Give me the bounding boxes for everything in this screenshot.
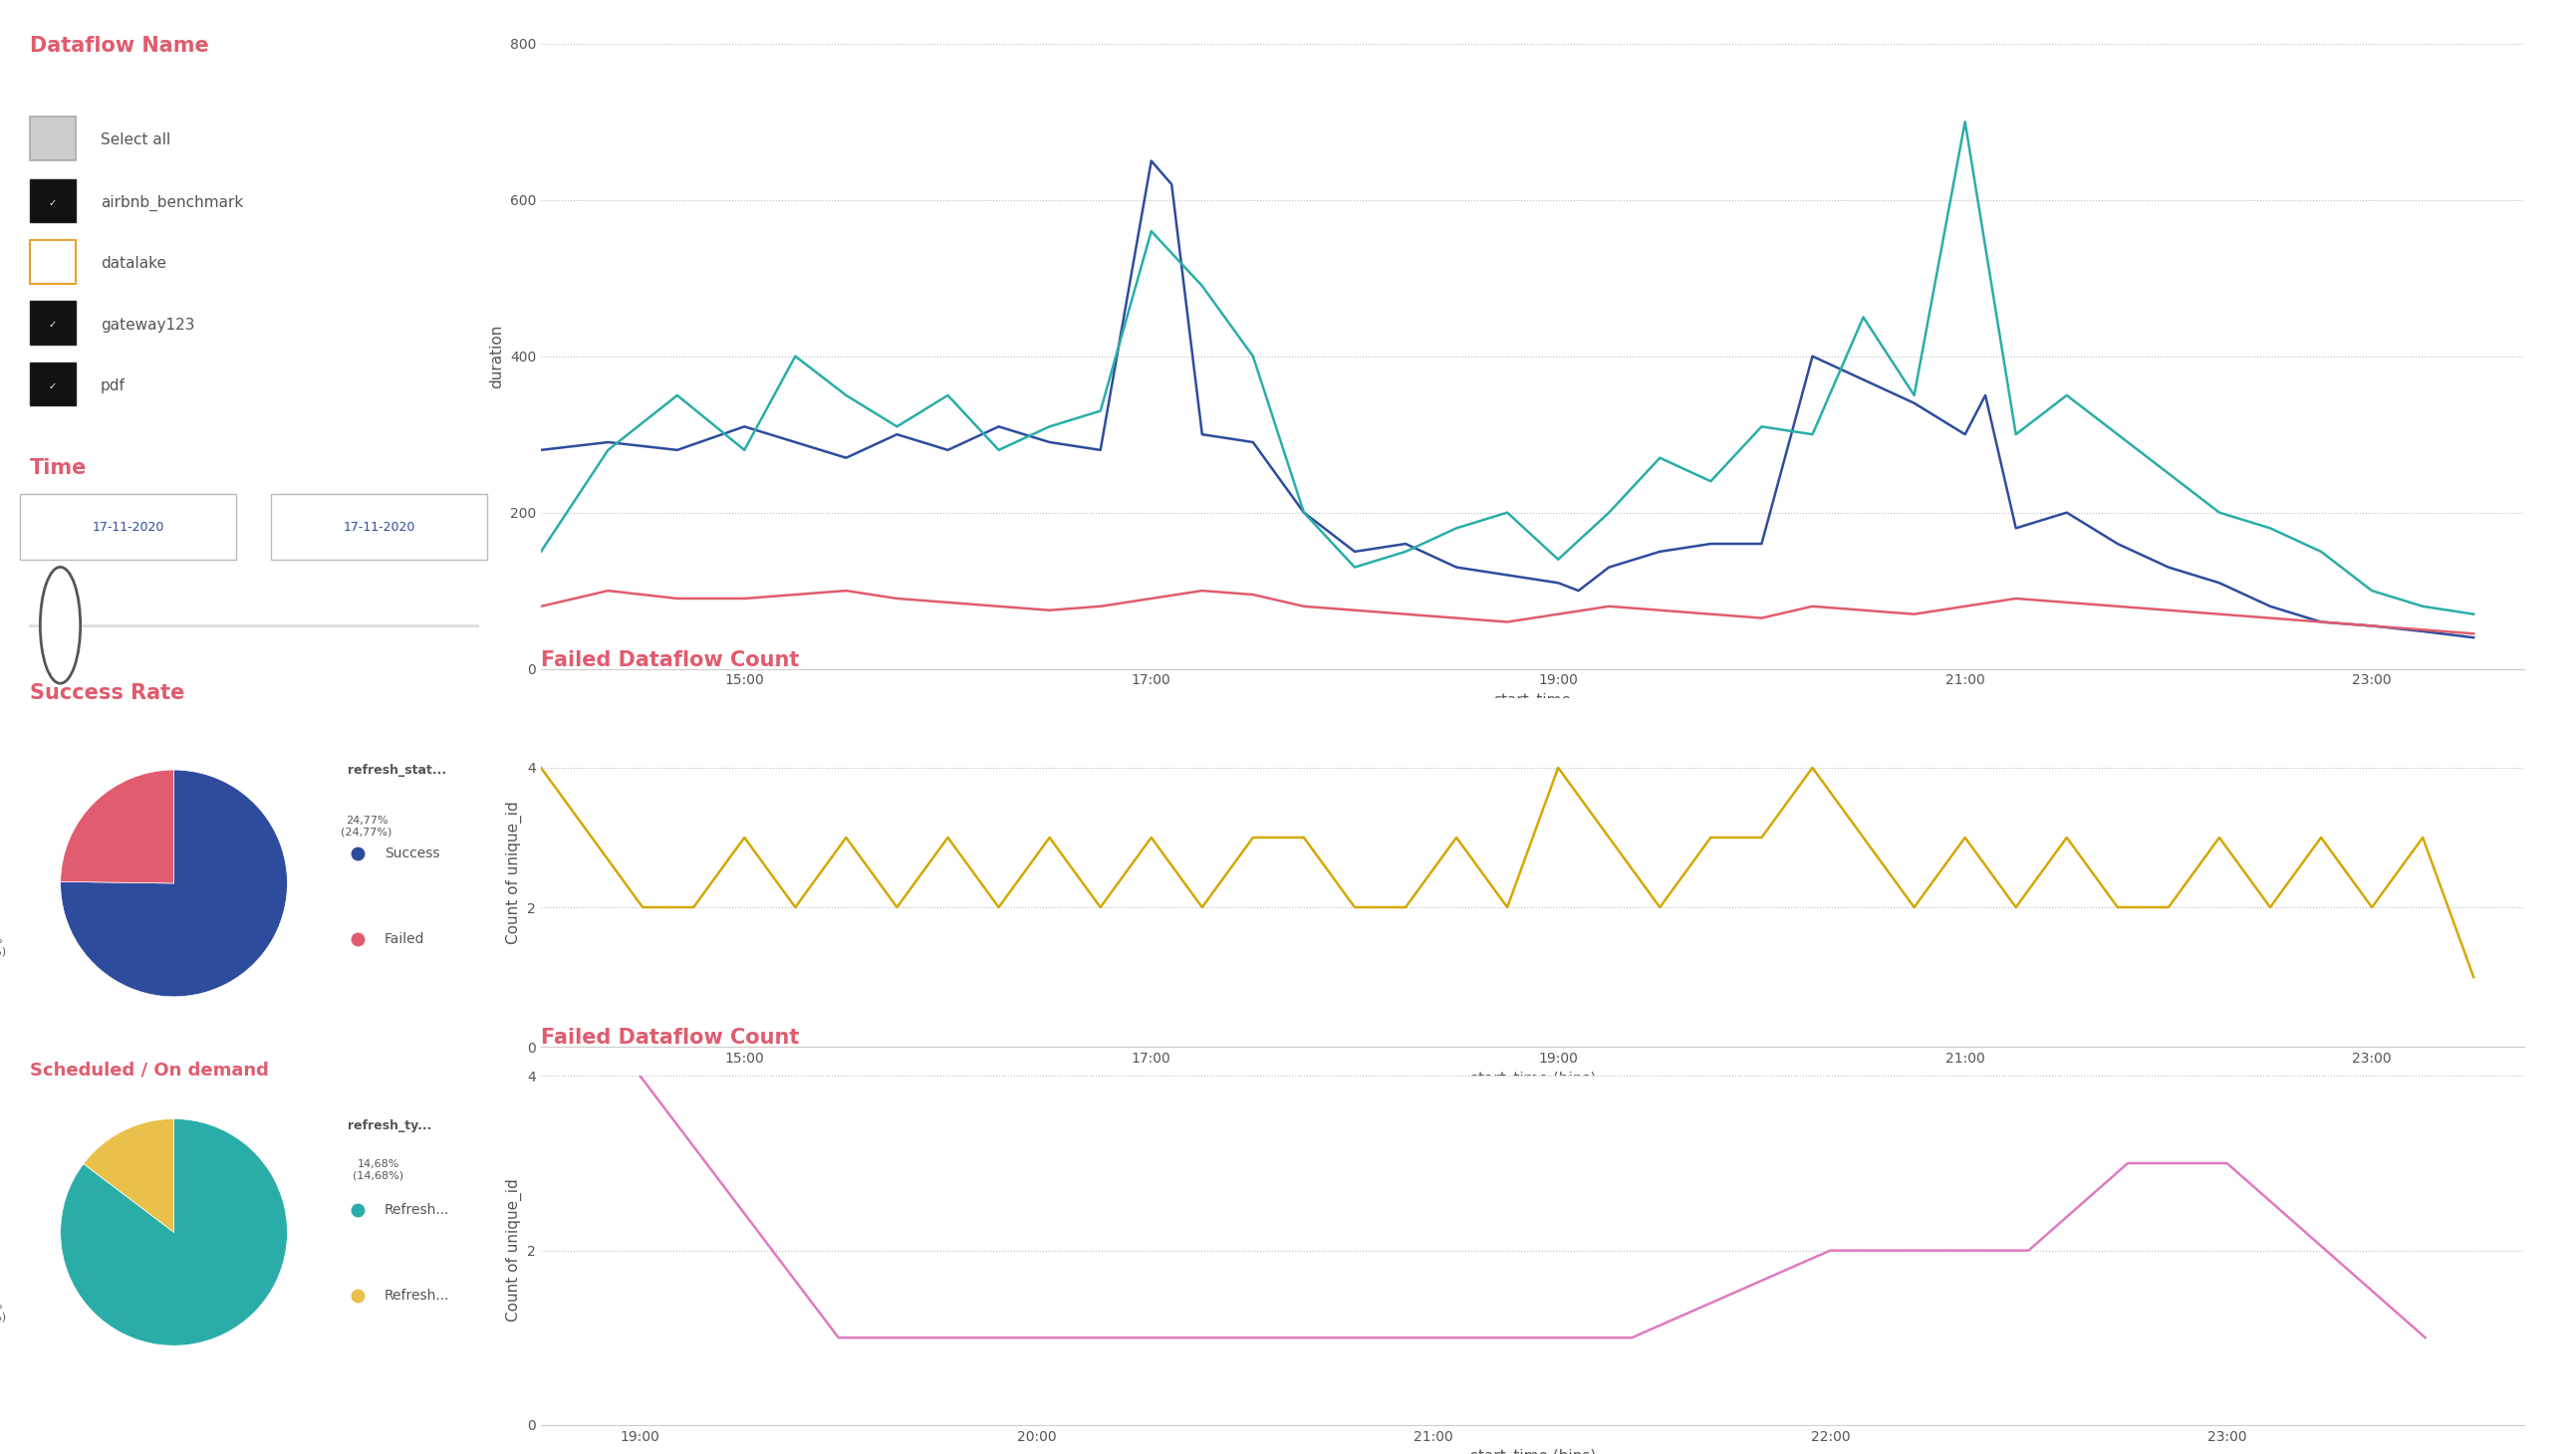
Text: Refresh...: Refresh... [384, 1288, 451, 1303]
Text: 17-11-2020: 17-11-2020 [93, 521, 165, 534]
X-axis label: start_time: start_time [1494, 694, 1571, 710]
X-axis label: start_time (bins): start_time (bins) [1471, 1450, 1595, 1454]
Text: refresh_ty...: refresh_ty... [348, 1120, 433, 1133]
Text: ✓: ✓ [49, 320, 57, 330]
Wedge shape [59, 771, 289, 996]
Text: datalake: datalake [100, 256, 167, 272]
Circle shape [41, 567, 80, 683]
Wedge shape [82, 1120, 175, 1233]
FancyBboxPatch shape [31, 362, 75, 406]
Y-axis label: Count of unique_id: Count of unique_id [505, 801, 523, 944]
Text: 75,23%
(75,23%): 75,23% (75,23%) [0, 935, 8, 957]
Y-axis label: duration: duration [489, 324, 505, 388]
Text: Success Rate: Success Rate [31, 683, 185, 704]
Text: 24,77%
(24,77%): 24,77% (24,77%) [340, 816, 392, 838]
Wedge shape [59, 1120, 289, 1345]
FancyBboxPatch shape [21, 494, 237, 560]
Text: 85,32%
(85,32%): 85,32% (85,32%) [0, 1301, 8, 1322]
Text: Success: Success [384, 846, 440, 861]
Y-axis label: Count of unique_id: Count of unique_id [505, 1179, 523, 1322]
FancyBboxPatch shape [31, 240, 75, 284]
FancyBboxPatch shape [270, 494, 487, 560]
Text: airbnb_benchmark: airbnb_benchmark [100, 195, 242, 211]
Text: gateway123: gateway123 [100, 317, 196, 333]
Text: Refresh...: Refresh... [384, 1202, 451, 1217]
FancyBboxPatch shape [31, 179, 75, 222]
Text: Scheduled / On demand: Scheduled / On demand [31, 1061, 268, 1079]
Wedge shape [59, 771, 175, 884]
Text: Failed Dataflow Count: Failed Dataflow Count [541, 1028, 799, 1048]
Text: Failed Dataflow Count: Failed Dataflow Count [541, 650, 799, 670]
X-axis label: start_time (bins): start_time (bins) [1471, 1072, 1595, 1088]
Text: ✓: ✓ [49, 198, 57, 208]
Text: ✓: ✓ [49, 381, 57, 391]
Text: 17-11-2020: 17-11-2020 [343, 521, 415, 534]
Text: pdf: pdf [100, 378, 126, 394]
FancyBboxPatch shape [31, 301, 75, 345]
Text: Failed: Failed [384, 932, 425, 947]
Text: refresh_stat...: refresh_stat... [348, 763, 446, 776]
FancyBboxPatch shape [31, 116, 75, 160]
Text: Time: Time [31, 458, 88, 478]
Text: 14,68%
(14,68%): 14,68% (14,68%) [353, 1159, 404, 1181]
Text: Dataflow Name: Dataflow Name [31, 36, 209, 57]
Text: Select all: Select all [100, 132, 170, 148]
